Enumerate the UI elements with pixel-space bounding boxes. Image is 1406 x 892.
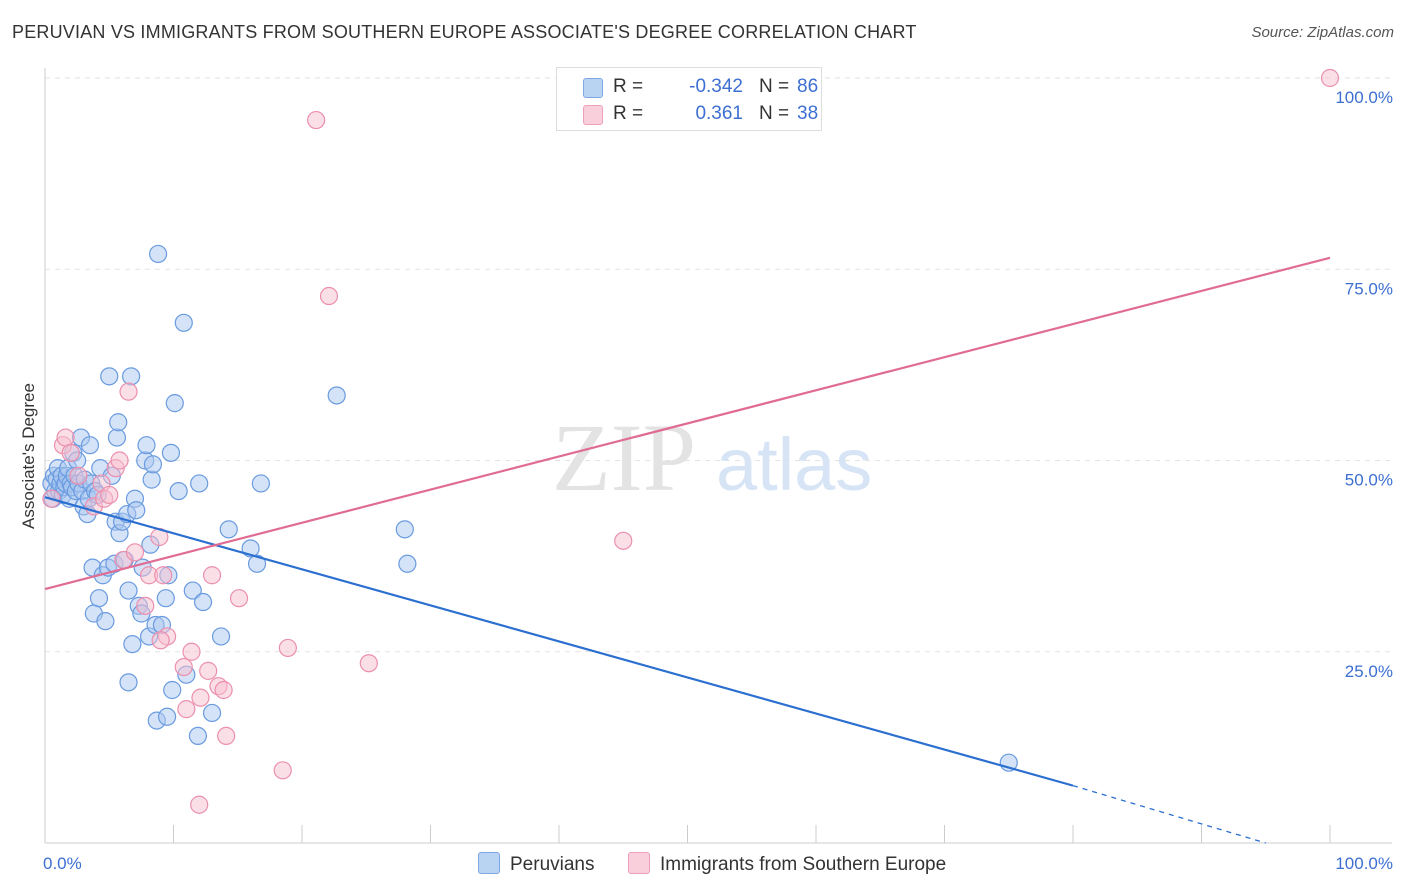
bottom-legend-swatch-pink — [628, 852, 650, 874]
trend-layer — [44, 256, 1331, 844]
data-point-peruvians — [395, 520, 414, 539]
bottom-legend-southern-europe: Immigrants from Southern Europe — [628, 852, 946, 876]
data-point-peruvians — [89, 589, 109, 608]
source-credit: Source: ZipAtlas.com — [1251, 24, 1394, 41]
data-point-peruvians — [193, 592, 213, 612]
legend-n-label: N = — [759, 76, 790, 97]
legend-r-label: R = — [613, 103, 644, 124]
legend-r-value: 0.361 — [695, 103, 743, 124]
data-point-peruvians — [107, 428, 127, 447]
data-point-peruvians — [119, 581, 138, 600]
data-point-peruvians — [157, 707, 177, 726]
data-point-peruvians — [211, 627, 231, 646]
data-point-southern-europe — [217, 726, 236, 746]
data-point-peruvians — [188, 726, 208, 746]
data-point-southern-europe — [119, 382, 138, 401]
watermark-atlas: atlas — [716, 423, 872, 506]
data-point-southern-europe — [56, 428, 75, 447]
data-point-southern-europe — [69, 466, 88, 485]
bottom-legend-label: Peruvians — [510, 854, 595, 875]
data-point-southern-europe — [214, 680, 233, 700]
bottom-legend-label: Immigrants from Southern Europe — [660, 854, 947, 875]
legend-n-value: 38 — [797, 103, 819, 124]
legend-n-value: 86 — [797, 76, 819, 97]
data-point-southern-europe — [190, 795, 209, 814]
data-point-southern-europe — [125, 543, 145, 562]
legend-r-value: -0.342 — [689, 76, 743, 97]
watermark: ZIP atlas — [552, 404, 872, 511]
data-point-peruvians — [327, 386, 346, 405]
data-point-southern-europe — [100, 485, 119, 505]
data-point-southern-europe — [61, 443, 80, 462]
data-point-southern-europe — [177, 700, 196, 719]
data-point-peruvians — [251, 474, 270, 493]
data-point-peruvians — [219, 520, 238, 539]
data-point-southern-europe — [154, 566, 173, 585]
data-point-peruvians — [163, 680, 182, 700]
data-point-southern-europe — [359, 654, 378, 673]
data-point-southern-europe — [136, 596, 155, 615]
legend-r-label: R = — [613, 76, 644, 97]
data-point-southern-europe — [199, 661, 218, 680]
data-point-peruvians — [156, 589, 175, 608]
data-point-peruvians — [100, 367, 119, 386]
y-tick-label: 100.0% — [1335, 88, 1393, 107]
data-point-southern-europe — [278, 638, 297, 658]
bottom-legend-peruvians: Peruvians — [478, 852, 595, 876]
data-point-peruvians — [96, 612, 115, 631]
data-point-southern-europe — [229, 589, 249, 608]
data-point-peruvians — [247, 554, 267, 573]
labels-layer: 25.0% 50.0% 75.0% 100.0% 0.0% 100.0% Associate… — [19, 88, 1393, 873]
grid-layer — [45, 77, 1392, 653]
data-point-peruvians — [137, 436, 156, 455]
x-tick-label: 100.0% — [1335, 854, 1393, 873]
trendline-southern-europe — [44, 256, 1331, 591]
data-point-peruvians — [123, 634, 142, 654]
legend-n-label: N = — [759, 103, 790, 124]
data-point-southern-europe — [273, 761, 292, 780]
data-point-peruvians — [80, 436, 100, 455]
data-point-peruvians — [119, 673, 138, 692]
data-point-peruvians — [202, 703, 222, 723]
data-point-peruvians — [109, 413, 128, 432]
data-point-peruvians — [127, 501, 146, 520]
legend-swatch-blue — [583, 78, 603, 98]
y-tick-label: 75.0% — [1345, 279, 1393, 298]
data-point-southern-europe — [151, 631, 170, 650]
data-point-peruvians — [165, 394, 184, 413]
y-axis-title: Associate's Degree — [19, 383, 38, 529]
axes-layer — [44, 68, 1392, 844]
data-point-peruvians — [148, 244, 168, 264]
points-layer — [42, 68, 1340, 814]
data-point-peruvians — [174, 313, 193, 332]
data-point-peruvians — [142, 470, 161, 489]
data-point-southern-europe — [614, 531, 633, 550]
chart-title: PERUVIAN VS IMMIGRANTS FROM SOUTHERN EUR… — [12, 22, 917, 42]
data-point-southern-europe — [174, 657, 193, 677]
data-point-peruvians — [190, 474, 209, 493]
legend-swatch-pink — [583, 105, 603, 125]
data-point-southern-europe — [202, 566, 222, 585]
data-point-southern-europe — [110, 451, 129, 470]
data-point-southern-europe — [182, 642, 201, 661]
bottom-legend-swatch-blue — [478, 852, 500, 874]
data-point-southern-europe — [307, 110, 326, 130]
x-tick-label: 0.0% — [43, 854, 82, 873]
data-point-southern-europe — [319, 286, 339, 306]
data-point-peruvians — [398, 554, 417, 573]
data-point-peruvians — [143, 455, 163, 474]
y-tick-label: 50.0% — [1345, 471, 1393, 490]
data-point-peruvians — [121, 367, 141, 386]
y-tick-label: 25.0% — [1345, 662, 1393, 681]
data-point-peruvians — [161, 443, 181, 462]
trendline-peruvians-extension — [1072, 785, 1266, 844]
data-point-southern-europe — [191, 688, 210, 707]
data-point-peruvians — [183, 581, 202, 600]
legend: R = -0.342 N = 86 R = 0.361 N = 38 — [556, 67, 822, 131]
data-point-southern-europe — [1320, 68, 1340, 88]
watermark-zip: ZIP — [552, 404, 696, 511]
data-point-peruvians — [169, 482, 188, 501]
